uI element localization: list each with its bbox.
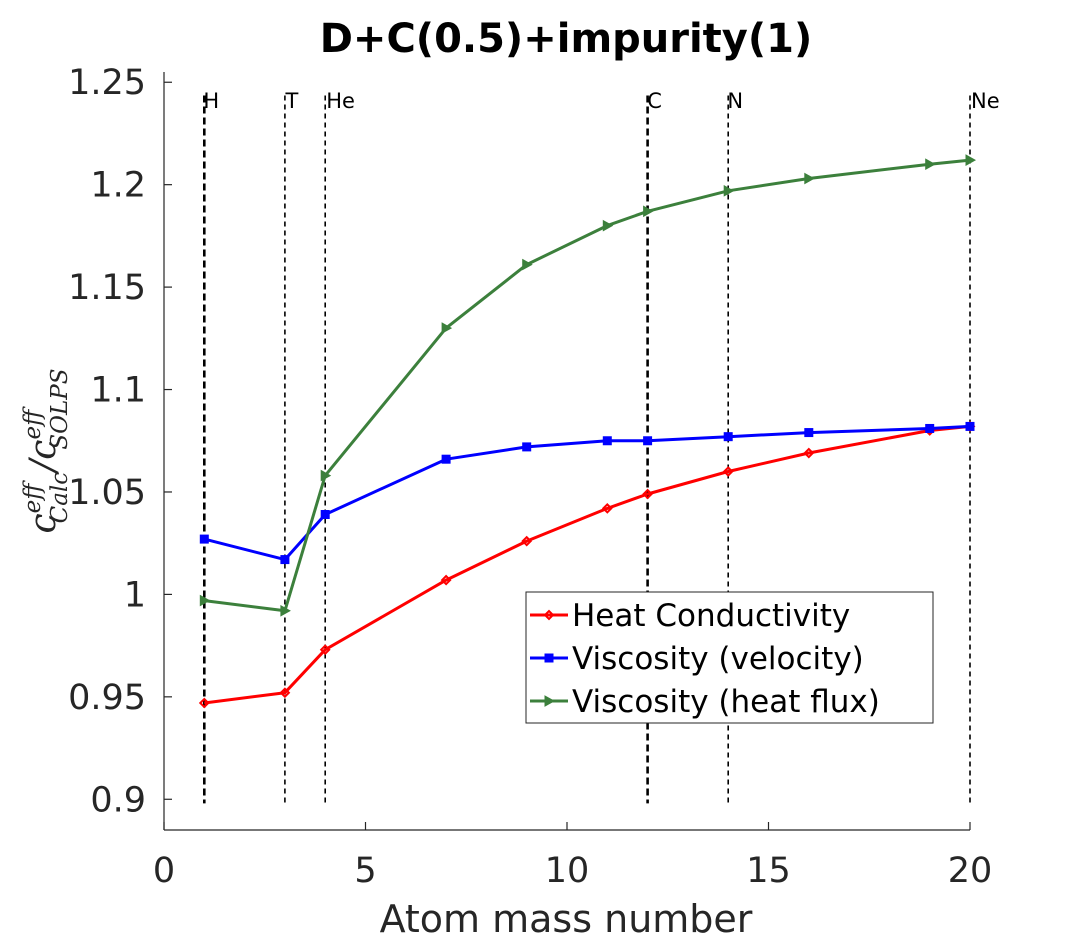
- data-point: [521, 535, 533, 547]
- x-tick-label: 0: [153, 851, 175, 891]
- y-label-base2: c: [23, 440, 64, 460]
- y-tick-label: 1.2: [90, 166, 146, 206]
- data-point: [198, 697, 210, 709]
- y-tick-label: 1.05: [68, 473, 146, 513]
- element-marker-label: He: [326, 89, 355, 113]
- legend-items: Heat Conductivity Viscosity (velocity) Vis…: [530, 598, 880, 720]
- data-point: [965, 421, 975, 431]
- data-point: [722, 466, 734, 477]
- series-line: [204, 424, 971, 705]
- y-label-base1: c: [23, 513, 64, 533]
- element-marker-label: C: [647, 89, 662, 113]
- x-tick-label: 20: [948, 851, 993, 891]
- y-tick-label: 1.15: [68, 268, 146, 308]
- y-tick-label: 0.95: [68, 678, 146, 718]
- x-tick-label: 15: [746, 851, 791, 891]
- data-point: [642, 488, 654, 500]
- y-label-sup2: eff: [20, 406, 46, 440]
- data-point: [602, 219, 614, 232]
- x-axis-ticks: 0 5 10 15 20: [153, 822, 992, 891]
- data-point: [440, 574, 452, 586]
- data-point: [601, 502, 613, 514]
- y-label-slash: /: [23, 456, 64, 475]
- x-axis-label: Atom mass number: [380, 897, 753, 941]
- data-point: [544, 653, 554, 663]
- data-point: [803, 447, 815, 459]
- data-point: [441, 454, 451, 464]
- data-point: [522, 442, 532, 452]
- element-marker-label: T: [284, 89, 298, 113]
- element-marker-label: H: [203, 89, 219, 113]
- x-tick-label: 10: [545, 851, 590, 891]
- data-point: [804, 172, 815, 185]
- legend-item: Viscosity (heat flux): [530, 684, 880, 720]
- legend: Heat Conductivity Viscosity (velocity) Vis…: [525, 591, 934, 724]
- data-point: [925, 423, 935, 433]
- legend-label: Viscosity (heat flux): [572, 684, 880, 720]
- data-point: [320, 510, 330, 520]
- data-point: [643, 436, 653, 446]
- x-tick-label: 5: [354, 851, 376, 891]
- data-point: [279, 687, 291, 699]
- data-point: [280, 604, 291, 617]
- svg-text:ceffCalc/ceffSOLPS: ceffCalc/ceffSOLPS: [20, 368, 73, 533]
- chart-title: D+C(0.5)+impurity(1): [320, 16, 813, 62]
- data-point: [199, 594, 211, 607]
- data-point: [965, 154, 977, 166]
- y-tick-label: 1.25: [68, 63, 146, 103]
- y-tick-label: 0.9: [90, 780, 146, 820]
- data-point: [544, 695, 556, 707]
- y-tick-label: 1: [124, 575, 146, 615]
- series-viscosity-heat-flux: [199, 154, 977, 617]
- y-label-sup1: eff: [20, 480, 46, 514]
- legend-label: Viscosity (velocity): [572, 641, 864, 677]
- element-marker-label: N: [727, 89, 743, 113]
- y-label-sub1: Calc: [47, 472, 73, 524]
- legend-label: Heat Conductivity: [572, 598, 850, 634]
- data-point: [723, 184, 735, 197]
- data-point: [280, 555, 290, 565]
- series-line: [204, 158, 971, 613]
- y-label-sub2: SOLPS: [47, 368, 73, 449]
- legend-item: Heat Conductivity: [530, 598, 850, 634]
- legend-box: [525, 591, 934, 724]
- data-point: [602, 436, 612, 446]
- data-point: [723, 432, 733, 442]
- data-point: [320, 469, 332, 482]
- data-point: [441, 322, 453, 334]
- data-point: [522, 258, 533, 271]
- y-tick-label: 1.1: [90, 371, 146, 411]
- y-axis-label: ceffCalc/ceffSOLPS: [20, 368, 73, 533]
- data-point: [543, 609, 555, 621]
- data-point: [925, 158, 936, 171]
- series-layer: [198, 154, 977, 709]
- data-point: [319, 644, 331, 656]
- element-marker-label: Ne: [971, 89, 1000, 113]
- series-viscosity-velocity: [199, 421, 975, 565]
- data-point: [804, 428, 814, 438]
- data-point: [199, 534, 209, 544]
- legend-item: Viscosity (velocity): [530, 641, 864, 677]
- y-axis-ticks: 0.9 0.95 1 1.05 1.1 1.15 1.2 1.25: [68, 63, 172, 820]
- element-marker-labels: H T He C N Ne: [203, 89, 999, 113]
- data-point: [643, 205, 654, 218]
